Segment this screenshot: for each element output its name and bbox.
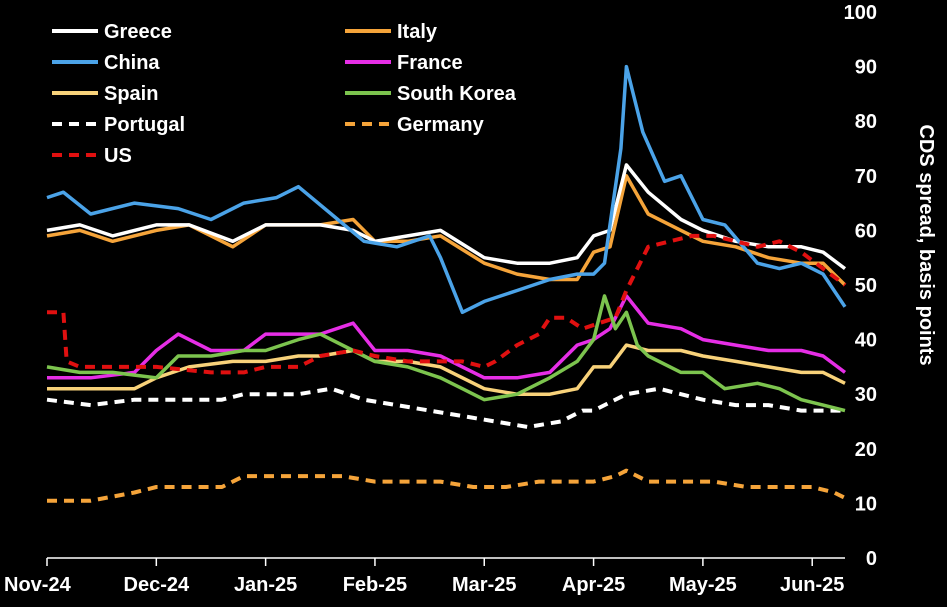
- y-tick-label: 60: [855, 220, 877, 242]
- series-line-germany: [47, 468, 846, 503]
- y-tick-label: 30: [855, 384, 877, 406]
- y-tick-label: 40: [855, 330, 877, 352]
- legend-label: France: [397, 52, 463, 74]
- y-axis: 0 10 20 30 40 50 60 70 80 90 100: [844, 2, 877, 570]
- x-tick-label: Nov-24: [4, 574, 72, 596]
- legend-label: Greece: [104, 21, 172, 43]
- x-axis: Nov-24 Dec-24 Jan-25 Feb-25 Mar-25 Apr-25 May-…: [4, 557, 845, 596]
- x-tick-label: Apr-25: [562, 574, 625, 596]
- legend-label: Portugal: [104, 114, 185, 136]
- series-line-greece: [46, 163, 847, 271]
- x-tick-label: May-25: [669, 574, 737, 596]
- series-line-china: [46, 64, 847, 315]
- x-tick-label: Jan-25: [234, 574, 297, 596]
- series-line-portugal: [46, 386, 845, 429]
- legend-label: China: [104, 52, 160, 74]
- y-tick-label: 20: [855, 439, 877, 461]
- y-tick-label: 50: [855, 275, 877, 297]
- series-line-south-korea: [46, 294, 846, 413]
- y-tick-label: 100: [844, 2, 877, 24]
- legend-label: Spain: [104, 83, 158, 105]
- x-tick-label: Mar-25: [452, 574, 516, 596]
- x-tick-label: Feb-25: [343, 574, 407, 596]
- legend-label: South Korea: [397, 83, 517, 105]
- y-tick-label: 0: [866, 548, 877, 570]
- x-tick-label: Dec-24: [124, 574, 190, 596]
- legend-label: Germany: [397, 114, 485, 136]
- legend: Greece Italy China France Spain South Korea Po…: [52, 21, 517, 167]
- series-line-spain: [47, 343, 846, 396]
- legend-label: Italy: [397, 21, 438, 43]
- y-tick-label: 10: [855, 493, 877, 515]
- x-tick-label: Jun-25: [780, 574, 844, 596]
- y-tick-label: 80: [855, 111, 877, 133]
- series-line-france: [47, 294, 847, 380]
- series-line-us: [47, 233, 847, 375]
- y-tick-label: 90: [855, 57, 877, 79]
- series-lines: [46, 64, 847, 503]
- y-axis-label: CDS spread, basis points: [915, 124, 937, 365]
- legend-label: US: [104, 145, 132, 167]
- y-tick-label: 70: [855, 166, 877, 188]
- series-line-italy: [46, 174, 847, 287]
